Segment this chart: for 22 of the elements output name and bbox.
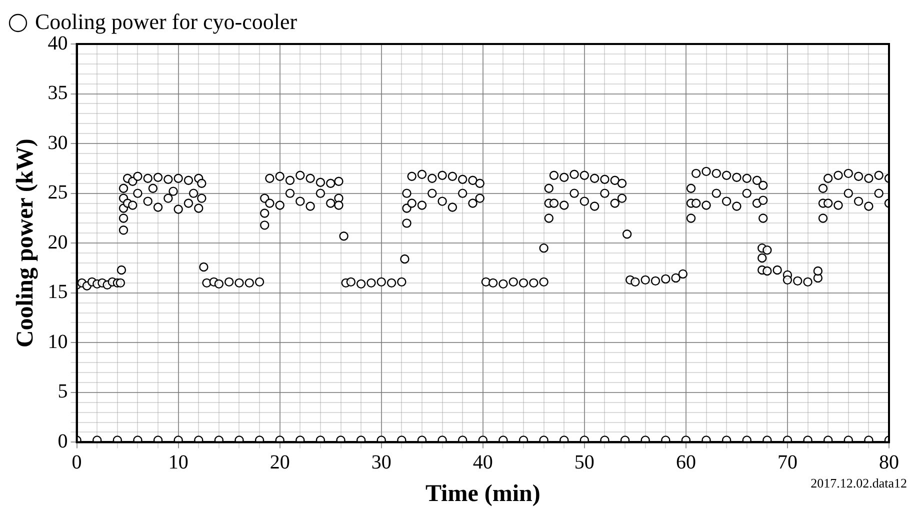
y-tick-label: 0 — [58, 430, 68, 452]
legend-label: Cooling power for cyo-cooler — [35, 8, 298, 34]
y-tick-label: 35 — [48, 82, 68, 104]
x-tick-label: 0 — [72, 451, 82, 474]
x-tick-label: 30 — [371, 451, 392, 474]
y-tick-label: 25 — [48, 182, 68, 204]
y-tick-label: 40 — [48, 32, 68, 54]
x-tick-label: 50 — [574, 451, 594, 474]
x-tick-label: 20 — [270, 451, 290, 474]
y-tick-label: 5 — [58, 380, 68, 403]
y-tick-label: 10 — [48, 330, 68, 353]
x-axis-title: Time (min) — [425, 480, 540, 507]
y-axis-title: Cooling power (kW) — [12, 138, 39, 348]
text: 2017.12.02.data12 — [810, 476, 907, 491]
x-tick-label: 80 — [879, 451, 899, 474]
x-tick-label: 10 — [168, 451, 188, 474]
x-tick-label: 60 — [676, 451, 696, 474]
y-tick-label: 30 — [48, 132, 68, 154]
x-tick-label: 40 — [472, 451, 493, 474]
y-tick-label: 20 — [48, 231, 68, 254]
y-tick-label: 15 — [48, 281, 68, 304]
x-tick-label: 70 — [777, 451, 798, 474]
